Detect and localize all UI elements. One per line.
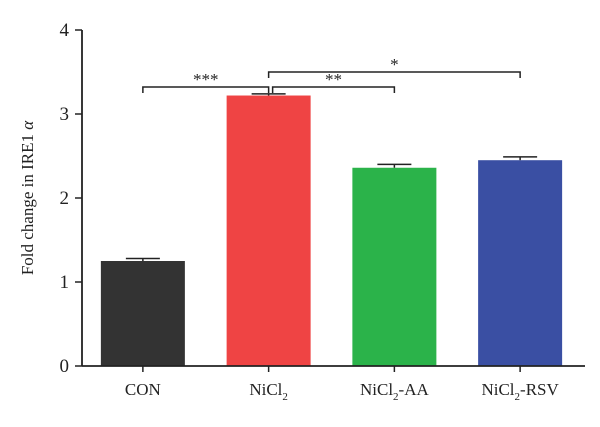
bar-2	[352, 167, 437, 366]
x-tick-label-2: NiCl2-AA	[360, 380, 430, 403]
x-tick-label-0: CON	[125, 380, 161, 399]
y-tick-label-3: 3	[60, 104, 70, 125]
significance-bracket-1	[271, 86, 396, 93]
y-axis-title: Fold change in IRE1 α	[18, 120, 37, 275]
significance-label-2: *	[390, 55, 399, 74]
x-tick-label-3: NiCl2-RSV	[481, 380, 559, 403]
x-tick-label-1: NiCl2	[249, 380, 288, 403]
axes-layer	[75, 29, 585, 372]
labels-layer: 0 1 2 3 4 CON NiCl2 NiCl2-AA NiCl2-RSV Fold chang…	[18, 20, 559, 403]
significance-bracket-2	[267, 71, 521, 78]
bar-3	[478, 160, 563, 366]
y-tick-label-4: 4	[60, 20, 70, 41]
significance-bracket-0	[142, 86, 270, 93]
y-tick-label-0: 0	[60, 356, 70, 377]
significance-label-1: **	[325, 70, 342, 89]
y-tick-label-1: 1	[60, 272, 70, 293]
bar-1	[226, 95, 311, 367]
y-tick-label-2: 2	[60, 188, 70, 209]
bars-layer	[100, 93, 563, 367]
bar-0	[100, 261, 185, 366]
significance-layer	[142, 71, 521, 93]
significance-label-0: ***	[193, 70, 219, 89]
